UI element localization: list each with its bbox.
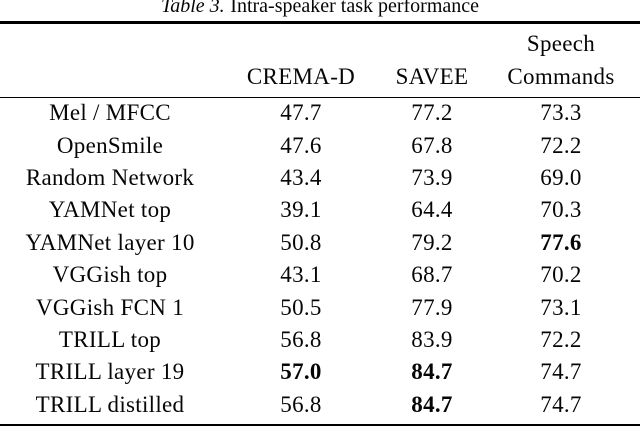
cell-crema-d: 43.1 (280, 262, 322, 288)
top-rule (0, 21, 640, 24)
row-label: YAMNet top (48, 197, 172, 223)
cell-speech-commands: 73.1 (540, 294, 582, 320)
cell-crema-d: 56.8 (280, 326, 322, 352)
header-spacer (0, 57, 220, 98)
table-row: TRILL top 56.8 83.9 72.2 (0, 324, 640, 356)
table-row: Random Network 43.4 73.9 69.0 (0, 162, 640, 194)
row-label: Mel / MFCC (49, 100, 171, 126)
cell-speech-commands: 73.3 (540, 100, 582, 126)
row-label: VGGish FCN 1 (35, 294, 184, 320)
row-label: VGGish top (52, 262, 168, 288)
table-caption-text: Intra-speaker task performance (230, 0, 480, 17)
row-label: YAMNet layer 10 (25, 229, 195, 255)
cell-savee: 68.7 (411, 262, 453, 288)
cell-savee: 67.8 (411, 132, 453, 158)
column-header-speech-commands-line1: Speech (526, 31, 596, 56)
table-row: VGGish top 43.1 68.7 70.2 (0, 259, 640, 291)
table-header: Speech CREMA-D SAVEE Commands (0, 23, 640, 98)
cell-savee: 77.2 (411, 100, 453, 126)
header-spacer (0, 23, 220, 57)
table-row: Mel / MFCC 47.7 77.2 73.3 (0, 97, 640, 129)
results-table: Speech CREMA-D SAVEE Commands Mel / MFCC… (0, 23, 640, 421)
cell-crema-d: 50.8 (280, 229, 322, 255)
table-caption: Table 3. Intra-speaker task performance (0, 0, 640, 17)
cell-speech-commands: 72.2 (540, 326, 582, 352)
column-header-speech-commands-line2: Commands (482, 57, 640, 98)
row-label: TRILL distilled (35, 391, 185, 417)
cell-speech-commands: 69.0 (540, 164, 582, 190)
cell-savee: 83.9 (411, 326, 453, 352)
cell-savee: 77.9 (411, 294, 453, 320)
table-row: YAMNet layer 10 50.8 79.2 77.6 (0, 227, 640, 259)
cell-savee: 84.7 (411, 391, 453, 417)
cell-crema-d: 47.7 (280, 100, 322, 126)
cell-speech-commands: 70.3 (540, 197, 582, 223)
cell-crema-d: 56.8 (280, 391, 322, 417)
cell-savee: 64.4 (411, 197, 453, 223)
cell-savee: 73.9 (411, 164, 453, 190)
header-spacer (382, 23, 482, 57)
bottom-rule (0, 423, 640, 426)
cell-speech-commands: 74.7 (540, 359, 582, 385)
cell-crema-d: 47.6 (280, 132, 322, 158)
cell-crema-d: 57.0 (280, 359, 322, 385)
cell-crema-d: 43.4 (280, 164, 322, 190)
row-label: Random Network (25, 164, 195, 190)
cell-speech-commands: 70.2 (540, 262, 582, 288)
table-row: TRILL layer 19 57.0 84.7 74.7 (0, 356, 640, 388)
header-spacer (220, 23, 382, 57)
column-header-crema-d: CREMA-D (220, 57, 382, 98)
row-label: TRILL top (58, 326, 162, 352)
row-label: OpenSmile (56, 132, 164, 158)
cell-crema-d: 50.5 (280, 294, 322, 320)
cell-savee: 79.2 (411, 229, 453, 255)
table-row: YAMNet top 39.1 64.4 70.3 (0, 194, 640, 226)
cell-speech-commands: 72.2 (540, 132, 582, 158)
cell-speech-commands: 74.7 (540, 391, 582, 417)
cell-speech-commands: 77.6 (540, 229, 582, 255)
header-row-1: Speech (0, 23, 640, 57)
table-caption-number: Table 3. (160, 0, 225, 17)
cell-crema-d: 39.1 (280, 197, 322, 223)
table-row: OpenSmile 47.6 67.8 72.2 (0, 129, 640, 161)
table-body: Mel / MFCC 47.7 77.2 73.3 OpenSmile 47.6… (0, 97, 640, 421)
cell-savee: 84.7 (411, 359, 453, 385)
column-header-savee: SAVEE (382, 57, 482, 98)
row-label: TRILL layer 19 (35, 359, 185, 385)
table-row: VGGish FCN 1 50.5 77.9 73.1 (0, 291, 640, 323)
table-row: TRILL distilled 56.8 84.7 74.7 (0, 389, 640, 421)
header-row-2: CREMA-D SAVEE Commands (0, 57, 640, 98)
